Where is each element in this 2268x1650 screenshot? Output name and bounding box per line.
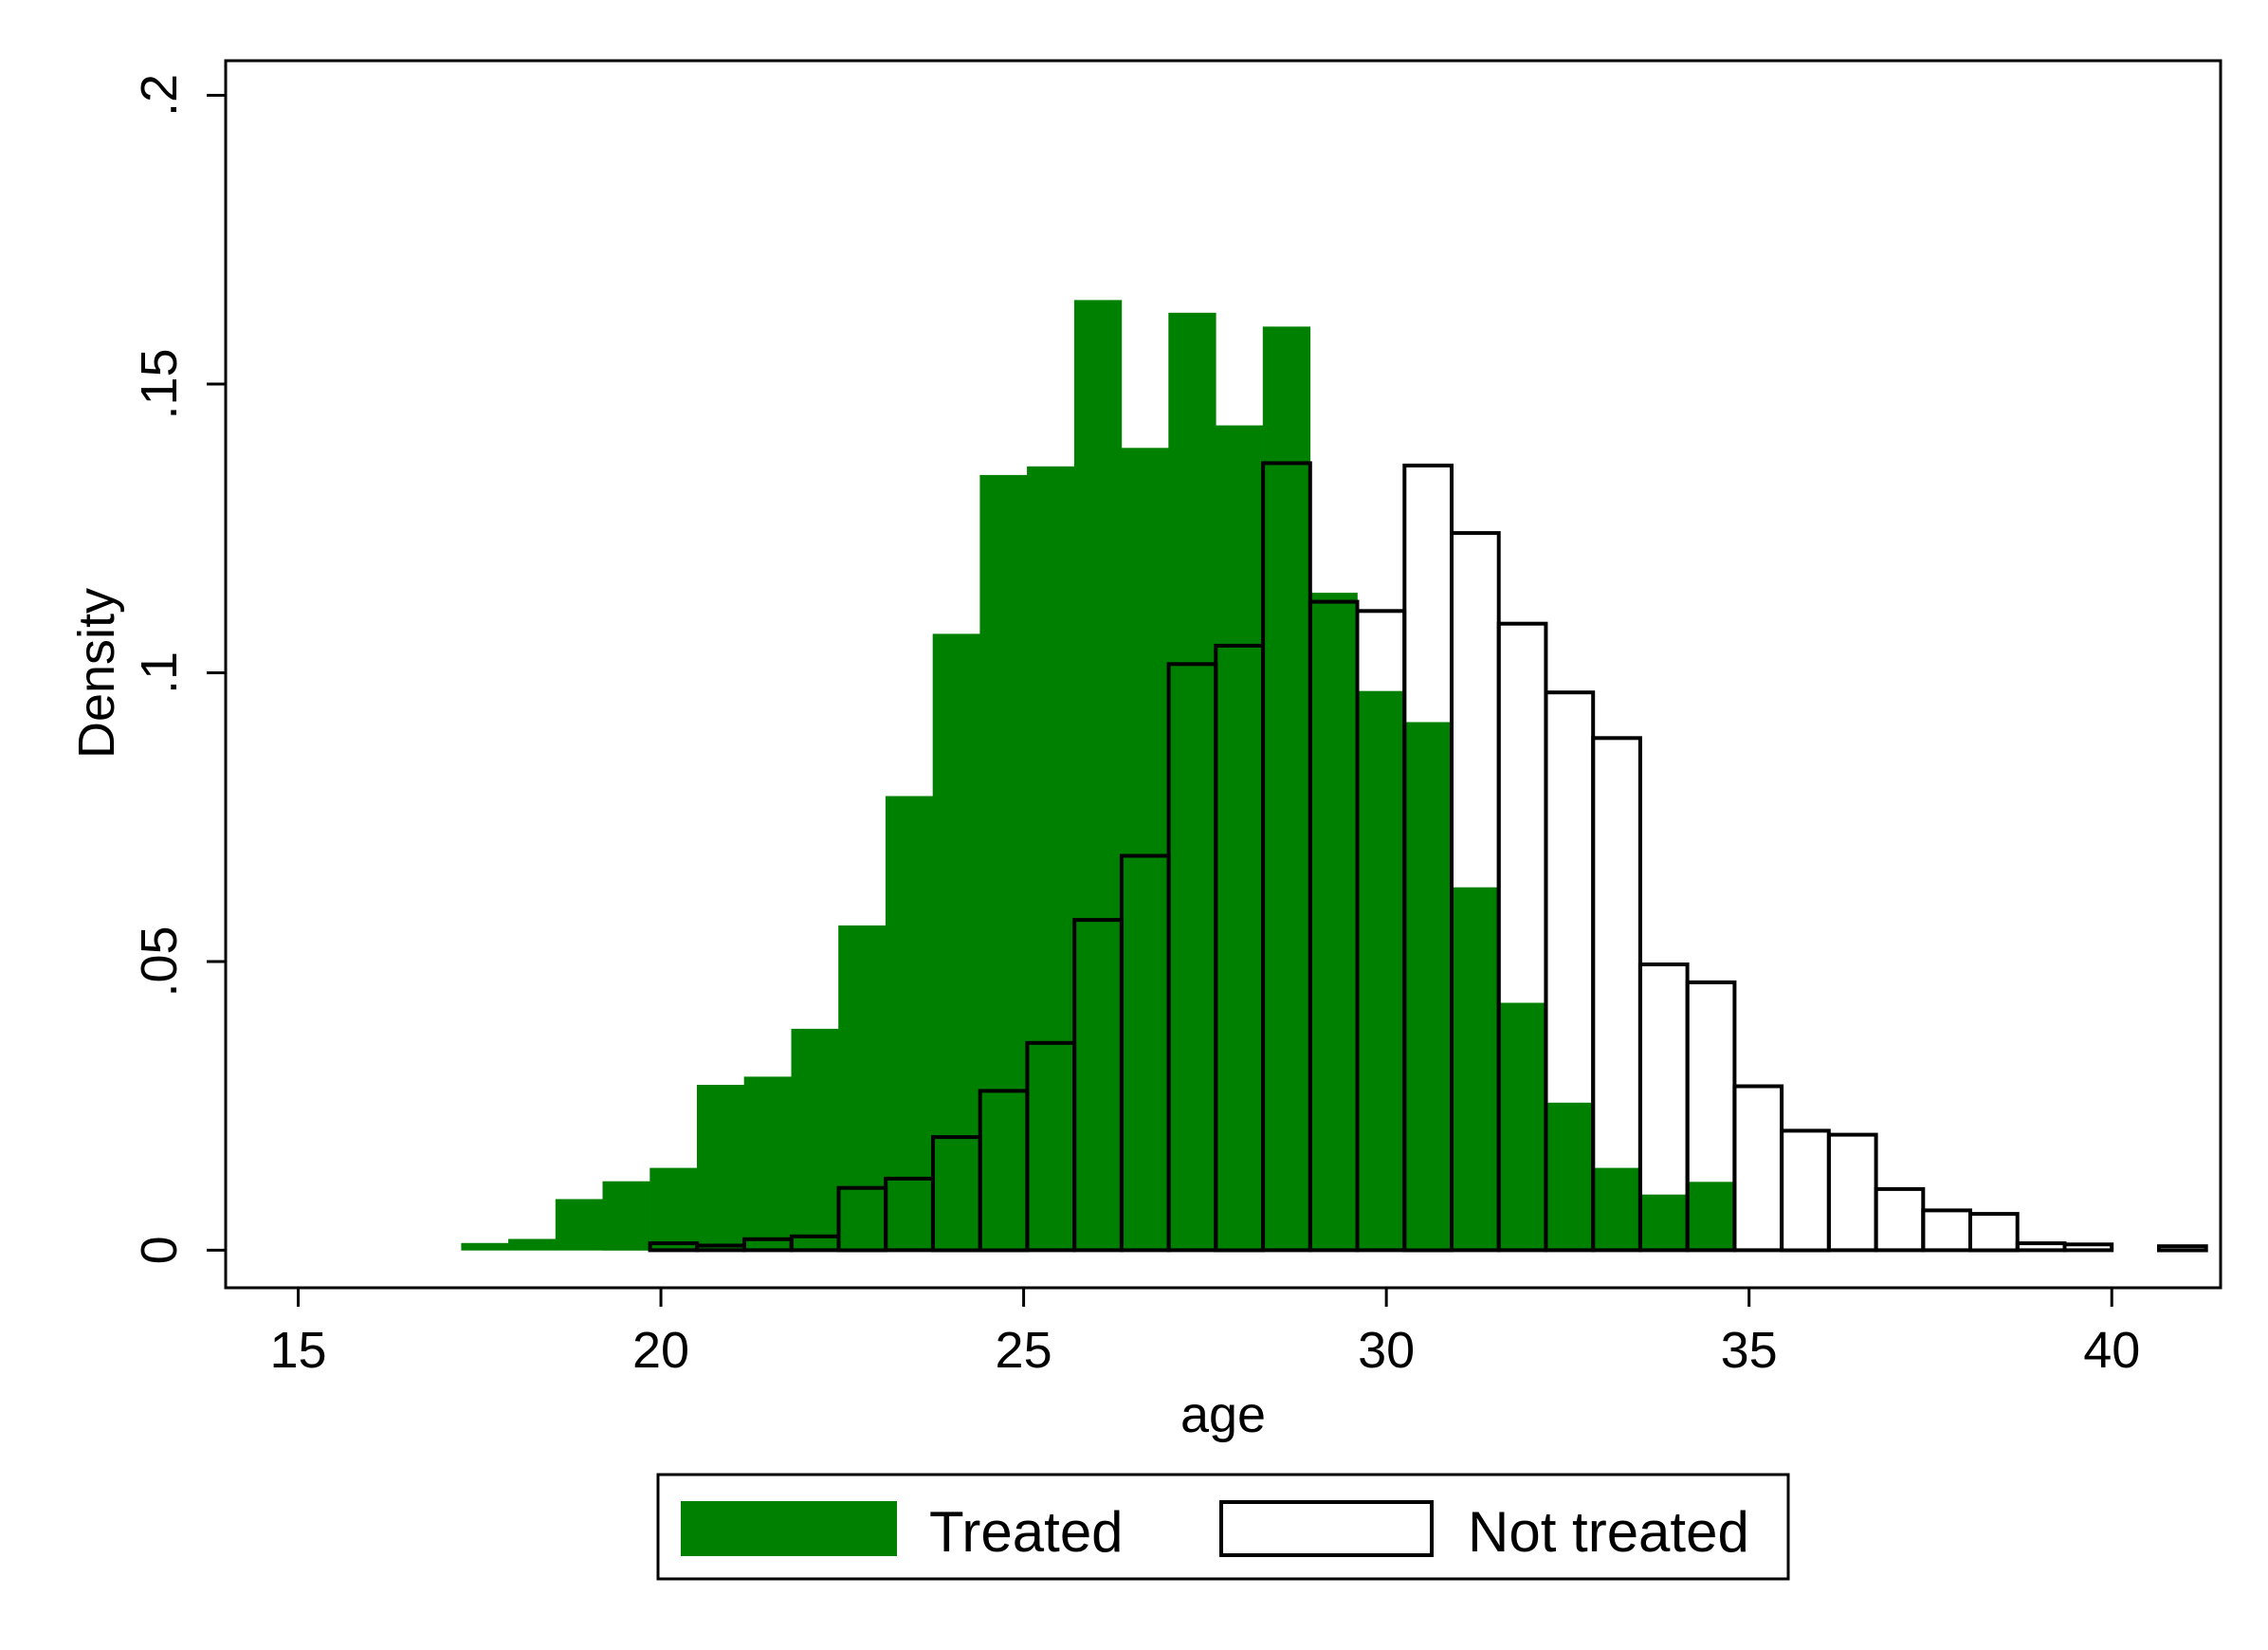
x-tick-label: 30 xyxy=(1358,1322,1415,1379)
treated-bar xyxy=(1027,466,1075,1251)
legend-swatch-treated xyxy=(681,1501,897,1556)
treated-bar xyxy=(1216,425,1264,1251)
treated-bar xyxy=(1498,1002,1546,1251)
y-tick-label: 0 xyxy=(131,1236,188,1264)
not-treated-bar xyxy=(1166,662,1218,1253)
not-treated-bar xyxy=(1637,962,1690,1253)
not-treated-bar xyxy=(1402,463,1454,1253)
treated-bar xyxy=(649,1167,698,1251)
treated-bar xyxy=(1357,690,1405,1251)
not-treated-bar xyxy=(695,1243,746,1253)
not-treated-bar xyxy=(1214,643,1266,1253)
treated-bar xyxy=(696,1085,745,1251)
not-treated-bar xyxy=(1591,736,1642,1253)
treated-bar xyxy=(461,1242,509,1251)
not-treated-bar xyxy=(1921,1208,1973,1253)
not-treated-bar xyxy=(1355,609,1407,1253)
treated-bar xyxy=(979,474,1028,1251)
not-treated-bar xyxy=(836,1185,888,1253)
not-treated-bar xyxy=(1874,1186,1926,1253)
not-treated-bars xyxy=(648,461,2208,1253)
not-treated-bar xyxy=(978,1089,1030,1253)
treated-bar xyxy=(1451,887,1500,1251)
y-tick-label: .15 xyxy=(131,348,188,419)
not-treated-bar xyxy=(1308,599,1360,1253)
not-treated-bar xyxy=(742,1237,794,1253)
legend: Treated Not treated xyxy=(656,1473,1790,1581)
plot-area-frame xyxy=(224,59,2222,1290)
not-treated-bar xyxy=(648,1241,700,1253)
legend-label-not-treated: Not treated xyxy=(1468,1500,1749,1564)
treated-bar xyxy=(1687,1182,1735,1251)
treated-bar xyxy=(1168,312,1216,1251)
not-treated-bar xyxy=(1685,980,1737,1253)
treated-bar xyxy=(1121,448,1169,1251)
treated-bar xyxy=(791,1028,839,1251)
not-treated-bar xyxy=(884,1176,935,1253)
not-treated-bar xyxy=(789,1234,841,1253)
y-axis: 0 .05 .1 .15 .2 xyxy=(131,74,226,1264)
treated-bar xyxy=(1639,1194,1688,1251)
y-axis-title: Density xyxy=(68,588,125,759)
not-treated-bar xyxy=(1025,1040,1077,1253)
x-tick-label: 35 xyxy=(1721,1322,1778,1379)
not-treated-bar xyxy=(931,1135,982,1253)
treated-bar xyxy=(1073,300,1123,1251)
not-treated-bar xyxy=(1119,853,1171,1253)
x-axis: 15 20 25 30 35 40 xyxy=(269,1288,2140,1379)
not-treated-bar xyxy=(1072,918,1124,1253)
not-treated-bar xyxy=(1968,1212,2020,1253)
x-tick-label: 15 xyxy=(269,1322,326,1379)
not-treated-bar xyxy=(1544,690,1596,1253)
treated-bar xyxy=(1309,593,1358,1251)
y-tick-label: .05 xyxy=(131,926,188,997)
not-treated-bar xyxy=(1732,1084,1784,1253)
x-tick-label: 25 xyxy=(996,1322,1052,1379)
x-tick-label: 20 xyxy=(632,1322,689,1379)
treated-bar xyxy=(555,1199,604,1251)
treated-bar xyxy=(1262,326,1311,1251)
treated-bar xyxy=(743,1076,793,1251)
y-tick-label: .2 xyxy=(131,74,188,117)
not-treated-bar xyxy=(1780,1128,1831,1253)
treated-bar xyxy=(932,633,981,1251)
legend-label-treated: Treated xyxy=(929,1500,1124,1564)
treated-bars xyxy=(461,300,1735,1251)
not-treated-bar xyxy=(1261,461,1312,1253)
not-treated-bar xyxy=(1496,621,1548,1253)
not-treated-bar xyxy=(1826,1132,1878,1253)
y-tick-label: .1 xyxy=(131,651,188,694)
x-axis-title: age xyxy=(1180,1386,1266,1443)
treated-bar xyxy=(508,1238,557,1251)
treated-bar xyxy=(602,1181,650,1251)
not-treated-bar xyxy=(2157,1244,2208,1253)
treated-bar xyxy=(1592,1167,1641,1251)
not-treated-bar xyxy=(2062,1242,2114,1253)
not-treated-bar xyxy=(1450,531,1501,1253)
not-treated-bar xyxy=(2015,1241,2067,1253)
legend-swatch-not-treated xyxy=(1219,1500,1434,1557)
x-tick-label: 40 xyxy=(2083,1322,2140,1379)
treated-bar xyxy=(885,796,934,1251)
treated-bar xyxy=(1404,722,1453,1251)
